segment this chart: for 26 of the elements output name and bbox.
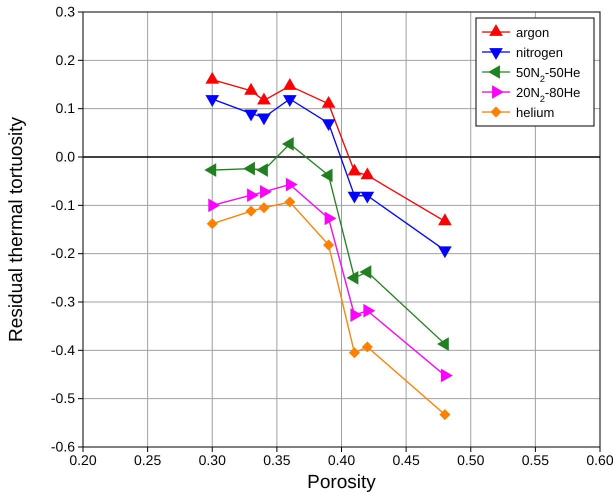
- y-tick-label: -0.6: [50, 438, 76, 454]
- y-axis-title: Residual thermal tortuosity: [6, 116, 27, 342]
- x-tick-label: 0.60: [586, 452, 613, 468]
- y-tick-label: -0.2: [50, 245, 76, 262]
- x-tick-label: 0.45: [392, 452, 420, 468]
- legend-label: argon: [516, 25, 550, 40]
- y-tick-label: -0.1: [50, 196, 76, 213]
- y-tick-label: 0.2: [56, 52, 76, 68]
- y-tick-label: 0.1: [56, 100, 76, 116]
- x-axis-title: Porosity: [307, 472, 376, 492]
- x-tick-label: 0.25: [134, 452, 162, 468]
- y-tick-label: -0.3: [50, 293, 76, 310]
- y-tick-label: -0.4: [50, 342, 76, 358]
- x-tick-label: 0.35: [263, 452, 291, 468]
- y-tick-label: 0.3: [56, 3, 76, 20]
- legend-label: nitrogen: [516, 45, 563, 60]
- x-tick-label: 0.30: [198, 452, 226, 468]
- x-tick-label: 0.20: [69, 452, 97, 468]
- x-tick-label: 0.50: [457, 452, 485, 468]
- legend-label: 20N$_{2}$-80He: [516, 85, 580, 104]
- y-tick-label: 0.0: [56, 148, 76, 164]
- y-tick-label: -0.5: [50, 390, 76, 406]
- x-tick-label: 0.55: [522, 452, 550, 468]
- legend-label: 50N$_{2}$-50He: [516, 65, 580, 84]
- legend-label: helium: [516, 105, 554, 120]
- x-tick-label: 0.40: [328, 452, 356, 468]
